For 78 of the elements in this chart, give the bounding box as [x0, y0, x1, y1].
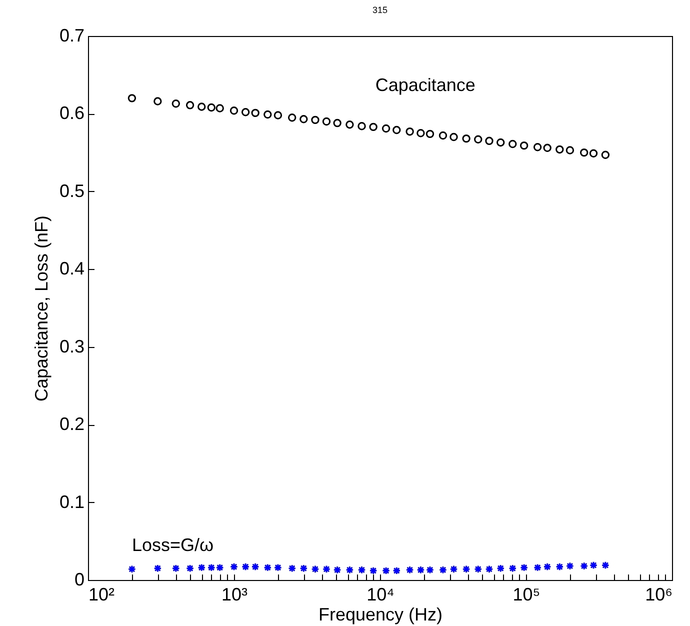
- point: [300, 115, 308, 124]
- point: [462, 565, 470, 574]
- x-tick-label: 10⁴: [366, 584, 394, 604]
- point: [474, 135, 482, 144]
- point: [462, 134, 470, 143]
- point: [556, 562, 564, 571]
- x-tick-label: 10²: [88, 584, 115, 604]
- point: [241, 562, 250, 571]
- x-tick-label: 10⁵: [512, 584, 540, 604]
- chart-title: 315: [372, 5, 388, 15]
- point: [416, 129, 425, 138]
- point: [589, 149, 598, 158]
- point: [556, 145, 564, 154]
- point: [346, 120, 354, 129]
- y-tick-label: 0.7: [59, 26, 84, 46]
- point: [333, 566, 342, 574]
- point: [601, 150, 610, 159]
- point: [426, 566, 434, 574]
- point: [382, 566, 390, 575]
- point: [566, 146, 574, 154]
- point: [333, 118, 342, 128]
- point: [358, 566, 366, 574]
- point: [474, 565, 482, 574]
- point: [508, 140, 517, 148]
- point: [369, 566, 378, 575]
- point: [485, 136, 494, 146]
- point: [543, 562, 552, 571]
- point: [508, 564, 517, 572]
- point: [322, 565, 331, 574]
- x-axis-title: Frequency (Hz): [318, 604, 443, 624]
- point: [230, 562, 238, 571]
- point: [438, 131, 448, 140]
- y-tick-label: 0.6: [59, 103, 84, 124]
- point: [300, 564, 308, 572]
- point: [392, 126, 401, 134]
- point: [322, 117, 331, 126]
- y-tick-label: 0.5: [59, 180, 84, 201]
- point: [416, 566, 425, 574]
- point: [589, 561, 598, 570]
- point: [450, 132, 458, 142]
- series-label: Loss=G/ω: [132, 535, 214, 556]
- point: [426, 130, 434, 138]
- point: [358, 122, 366, 130]
- point: [392, 566, 401, 575]
- point: [172, 100, 180, 108]
- point: [207, 103, 216, 112]
- point: [288, 114, 296, 122]
- point: [369, 122, 378, 132]
- y-tick-label: 0.1: [59, 492, 84, 512]
- point: [496, 564, 505, 572]
- point: [264, 563, 272, 572]
- point: [496, 138, 505, 147]
- y-tick-label: 0.2: [59, 414, 84, 434]
- point: [450, 565, 458, 574]
- point: [438, 566, 448, 574]
- point: [230, 106, 238, 115]
- point: [543, 144, 552, 152]
- point: [288, 564, 296, 572]
- point: [520, 563, 528, 572]
- point: [566, 562, 574, 570]
- y-tick-label: 0: [74, 570, 84, 590]
- point: [264, 110, 272, 119]
- y-tick-label: 0.4: [59, 258, 84, 279]
- point: [172, 564, 180, 572]
- point: [382, 124, 390, 133]
- x-tick-label: 10³: [221, 584, 248, 604]
- point: [311, 116, 320, 124]
- y-axis-title: Capacitance, Loss (nF): [31, 215, 52, 402]
- x-tick-label: 10⁶: [645, 584, 672, 604]
- point: [485, 565, 494, 574]
- point: [601, 561, 610, 570]
- point: [311, 565, 320, 574]
- point: [207, 563, 216, 572]
- point: [241, 108, 250, 116]
- point: [520, 141, 528, 150]
- point: [346, 566, 354, 574]
- y-tick-label: 0.3: [59, 336, 84, 356]
- series-label: Capacitance: [375, 74, 476, 95]
